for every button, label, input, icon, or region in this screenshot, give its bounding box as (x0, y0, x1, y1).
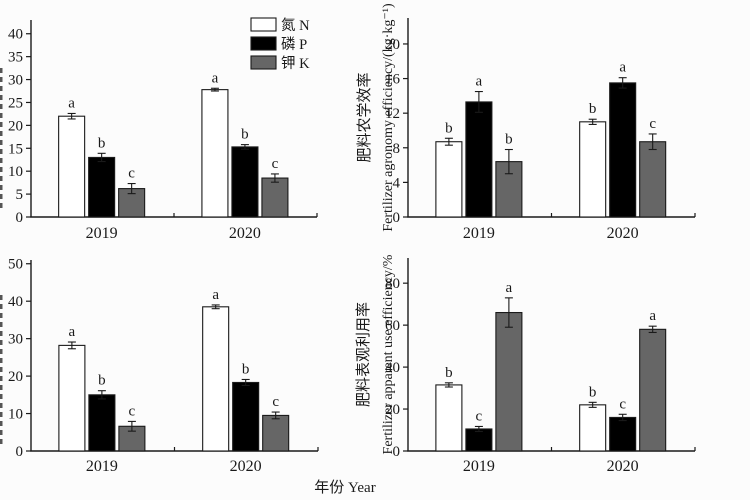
bar-bottom-left-2019-s1 (88, 394, 116, 452)
x-tick-label: 2020 (607, 225, 639, 242)
x-axis-title: 年份 Year (314, 479, 375, 496)
bar-bottom-left-2020-s2 (262, 414, 290, 452)
y-tick-label: 12 (385, 106, 400, 122)
bar-bottom-right-2019-s2 (495, 311, 523, 452)
sig-letter: b (98, 373, 106, 389)
sig-letter: b (241, 127, 249, 143)
legend-swatch-2 (250, 55, 277, 70)
bar-top-left-2020-s0 (201, 89, 229, 218)
panel-bottom-right: 0 20 40 60 80 2019 b c a 2020 b c a 肥料表观利用率 Fertilizer… (355, 254, 696, 475)
clipped-ylabel-sliver (0, 295, 3, 444)
y-tick-label: 50 (8, 257, 23, 273)
y-tick-label: 0 (16, 210, 24, 226)
y-tick-label: 10 (8, 407, 23, 423)
legend-swatch-0 (250, 17, 277, 32)
y-tick-label: 15 (8, 141, 23, 157)
y-tick-label: 40 (8, 294, 23, 310)
sig-letter: a (68, 95, 75, 111)
sig-letter: c (129, 403, 136, 419)
sig-letter: a (506, 280, 513, 296)
bar-bottom-right-2020-s0 (579, 404, 607, 452)
bar-bottom-right-2019-s0 (435, 384, 463, 452)
y-tick-label: 40 (385, 360, 400, 376)
y-tick-label: 20 (8, 118, 23, 134)
sig-letter: b (589, 384, 597, 400)
sig-letter: c (272, 156, 279, 172)
x-tick-label: 2020 (229, 225, 261, 242)
bar-top-right-2020-s0 (579, 121, 607, 218)
y-tick-label: 0 (393, 210, 401, 226)
sig-letter: c (272, 394, 279, 410)
bar-bottom-right-2019-s1 (465, 428, 493, 452)
sig-letter: a (212, 70, 219, 86)
bar-bottom-left-2020-s0 (202, 306, 230, 452)
sig-letter: c (476, 408, 483, 424)
sig-letter: c (619, 396, 626, 412)
bar-top-left-2019-s0 (58, 115, 86, 218)
x-tick-label: 2020 (230, 458, 262, 475)
y-tick-label: 20 (385, 37, 400, 53)
legend-label-2: 钾 K (281, 55, 310, 72)
y-tick-label: 20 (8, 369, 23, 385)
bar-top-left-2019-s1 (88, 156, 116, 218)
sig-letter: c (128, 166, 135, 182)
y-tick-label: 0 (16, 444, 24, 460)
sig-letter: b (98, 135, 106, 151)
legend-label-1: 磷 P (281, 36, 307, 53)
bar-top-right-2019-s0 (435, 141, 463, 218)
sig-letter: a (212, 287, 219, 303)
y-tick-label: 40 (8, 27, 23, 43)
sig-letter: c (649, 116, 656, 132)
bar-top-left-2020-s1 (231, 146, 259, 218)
y-axis-label-en: Fertilizer agronomy efficiency/(kg·kg⁻¹) (381, 3, 396, 232)
sig-letter: a (619, 60, 626, 76)
y-tick-label: 80 (385, 276, 400, 292)
sig-letter: b (242, 361, 250, 377)
panel-top-right: 0 4 8 12 16 20 2019 b a b 2020 b a c 肥料农学效率 Fertilizer … (356, 3, 696, 242)
y-tick-label: 5 (16, 187, 24, 203)
panel-bottom-left: 0 10 20 30 40 50 2019 a b c 2020 a b c (0, 257, 319, 475)
bar-top-right-2020-s1 (609, 82, 637, 218)
sig-letter: b (589, 101, 597, 117)
sig-letter: a (476, 74, 483, 90)
y-tick-label: 30 (8, 73, 23, 89)
x-tick-label: 2019 (463, 458, 495, 475)
x-tick-label: 2019 (86, 225, 118, 242)
legend: 氮 N 磷 P 钾 K (250, 17, 310, 72)
y-axis-label-cn: 肥料表观利用率 (355, 302, 372, 407)
y-tick-label: 0 (393, 444, 401, 460)
legend-swatch-1 (250, 36, 277, 51)
y-tick-label: 30 (8, 332, 23, 348)
bar-top-right-2019-s1 (465, 101, 493, 218)
sig-letter: b (445, 120, 453, 136)
sig-letter: a (649, 308, 656, 324)
clipped-ylabel-sliver (0, 68, 3, 208)
y-tick-label: 10 (8, 164, 23, 180)
bar-bottom-right-2020-s1 (609, 416, 637, 452)
y-tick-label: 8 (393, 141, 401, 157)
y-tick-label: 4 (393, 175, 401, 191)
sig-letter: b (445, 365, 453, 381)
y-tick-label: 16 (385, 72, 401, 88)
bar-bottom-right-2020-s2 (639, 328, 667, 452)
y-axis-label-en: Fertilizer apparent use efficiency/% (381, 254, 396, 454)
bar-bottom-left-2019-s0 (58, 344, 86, 452)
y-tick-label: 35 (8, 50, 23, 66)
bar-bottom-left-2020-s1 (232, 381, 260, 452)
bar-top-left-2020-s2 (261, 177, 289, 218)
sig-letter: a (69, 324, 76, 340)
panel-top-left: 0 5 10 15 20 25 30 35 40 2019 a b c 2020 a b c 氮 N 磷 P 钾 K (0, 17, 318, 242)
sig-letter: b (505, 132, 513, 148)
x-tick-label: 2019 (463, 225, 495, 242)
legend-label-0: 氮 N (281, 17, 310, 34)
x-tick-label: 2019 (86, 458, 118, 475)
bar-top-right-2020-s2 (639, 141, 667, 218)
y-tick-label: 25 (8, 95, 23, 111)
y-tick-label: 20 (385, 402, 400, 418)
y-axis-label-cn: 肥料农学效率 (356, 72, 373, 162)
y-tick-label: 60 (385, 318, 400, 334)
x-tick-label: 2020 (607, 458, 639, 475)
